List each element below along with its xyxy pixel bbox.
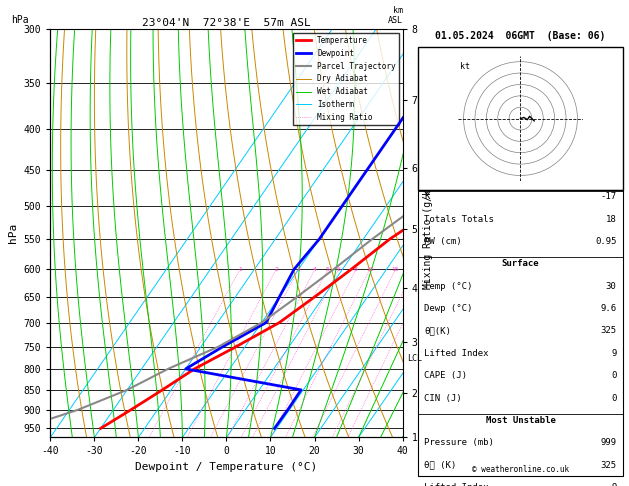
Text: PW (cm): PW (cm) bbox=[425, 237, 462, 246]
Text: 325: 325 bbox=[601, 327, 616, 335]
Text: Lifted Index: Lifted Index bbox=[425, 483, 489, 486]
Text: 9: 9 bbox=[611, 483, 616, 486]
Text: 0: 0 bbox=[611, 371, 616, 380]
Text: Surface: Surface bbox=[502, 260, 539, 268]
Text: 325: 325 bbox=[601, 461, 616, 469]
Text: CIN (J): CIN (J) bbox=[425, 394, 462, 402]
Text: Dewp (°C): Dewp (°C) bbox=[425, 304, 473, 313]
Text: 10: 10 bbox=[366, 267, 374, 272]
Title: 23°04'N  72°38'E  57m ASL: 23°04'N 72°38'E 57m ASL bbox=[142, 18, 311, 28]
Text: CAPE (J): CAPE (J) bbox=[425, 371, 467, 380]
Text: 9.6: 9.6 bbox=[601, 304, 616, 313]
Bar bbox=[418, 190, 623, 476]
Text: K: K bbox=[425, 192, 430, 201]
Text: 30: 30 bbox=[606, 282, 616, 291]
Text: hPa: hPa bbox=[11, 15, 29, 25]
Text: LCL: LCL bbox=[407, 354, 421, 363]
Text: 8: 8 bbox=[354, 267, 358, 272]
X-axis label: Dewpoint / Temperature (°C): Dewpoint / Temperature (°C) bbox=[135, 462, 318, 472]
Text: Temp (°C): Temp (°C) bbox=[425, 282, 473, 291]
Text: θᴇ(K): θᴇ(K) bbox=[425, 327, 451, 335]
Text: 3: 3 bbox=[296, 267, 301, 272]
Text: 6: 6 bbox=[337, 267, 340, 272]
Text: 5: 5 bbox=[326, 267, 330, 272]
Legend: Temperature, Dewpoint, Parcel Trajectory, Dry Adiabat, Wet Adiabat, Isotherm, Mi: Temperature, Dewpoint, Parcel Trajectory… bbox=[292, 33, 399, 125]
Text: 999: 999 bbox=[601, 438, 616, 447]
Text: θᴇ (K): θᴇ (K) bbox=[425, 461, 457, 469]
Text: 0.95: 0.95 bbox=[595, 237, 616, 246]
Text: 1: 1 bbox=[238, 267, 242, 272]
Text: -17: -17 bbox=[601, 192, 616, 201]
Text: 01.05.2024  06GMT  (Base: 06): 01.05.2024 06GMT (Base: 06) bbox=[435, 32, 606, 41]
Bar bbox=[418, 47, 623, 190]
Text: Totals Totals: Totals Totals bbox=[425, 215, 494, 224]
Text: 4: 4 bbox=[313, 267, 317, 272]
Y-axis label: hPa: hPa bbox=[8, 223, 18, 243]
Text: 15: 15 bbox=[392, 267, 399, 272]
Text: Lifted Index: Lifted Index bbox=[425, 349, 489, 358]
Text: 9: 9 bbox=[611, 349, 616, 358]
Text: © weatheronline.co.uk: © weatheronline.co.uk bbox=[472, 465, 569, 474]
Y-axis label: Mixing Ratio (g/kg): Mixing Ratio (g/kg) bbox=[423, 177, 433, 289]
Text: kt: kt bbox=[460, 62, 470, 70]
Text: Pressure (mb): Pressure (mb) bbox=[425, 438, 494, 447]
Text: Most Unstable: Most Unstable bbox=[486, 416, 555, 425]
Text: 18: 18 bbox=[606, 215, 616, 224]
Text: 2: 2 bbox=[274, 267, 278, 272]
Text: km
ASL: km ASL bbox=[387, 6, 403, 25]
Text: 0: 0 bbox=[611, 394, 616, 402]
